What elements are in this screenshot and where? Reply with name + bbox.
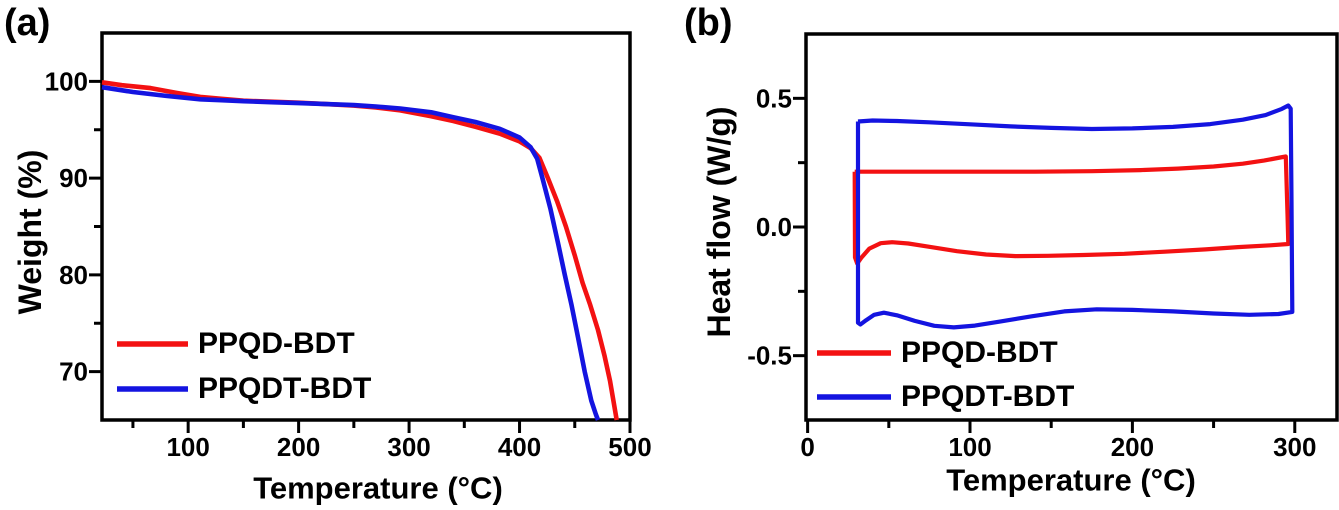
- panel-a-x-tick-label: 400: [498, 432, 541, 462]
- panel-b-series-line-ppqd-bdt: [852, 154, 1291, 266]
- panel-a-y-tick-label: 70: [59, 357, 88, 387]
- panel-a-series-line-ppqdt-bdt: [101, 84, 601, 421]
- panel-b-legend-label-ppqdt-bdt: PPQDT-BDT: [901, 380, 1075, 413]
- panel-a-y-tick-label: 90: [59, 163, 88, 193]
- panel-a-plot-frame: [100, 31, 632, 422]
- panel-a-x-tick-label: 300: [387, 432, 430, 462]
- panel-b-x-tick-label: 0: [800, 432, 814, 462]
- panel-a-x-axis-title: Temperature (°C): [253, 470, 503, 506]
- panel-b-x-tick-label: 100: [948, 432, 991, 462]
- panel-a-series-line-ppqd-bdt: [101, 80, 619, 421]
- panel-b-series-line-ppqdt-bdt: [855, 103, 1295, 330]
- panel-a-y-tick-label: 80: [59, 260, 88, 290]
- panel-b-y-axis-title: Heat flow (W/g): [701, 106, 737, 338]
- panel-b-label: (b): [684, 2, 733, 44]
- panel-a-y-axis-title: Weight (%): [12, 149, 48, 315]
- panel-a-legend-label-ppqd-bdt: PPQD-BDT: [198, 327, 355, 360]
- panel-b-x-tick-label: 300: [1273, 432, 1316, 462]
- panel-a-label: (a): [4, 2, 51, 44]
- panel-b-plot-frame: [804, 32, 1339, 422]
- panel-b-x-tick-label: 200: [1111, 432, 1154, 462]
- panel-a-x-tick-label: 500: [608, 432, 651, 462]
- panel-b-y-tick-label: -0.5: [747, 341, 792, 371]
- panel-a-x-tick-label: 100: [166, 432, 209, 462]
- panel-a-y-tick-label: 100: [45, 66, 88, 96]
- panel-a-x-tick-label: 200: [277, 432, 320, 462]
- panel-b-x-axis-title: Temperature (°C): [946, 462, 1196, 498]
- panel-a-legend-label-ppqdt-bdt: PPQDT-BDT: [198, 372, 372, 405]
- panel-b-y-tick-label: 0.5: [756, 83, 792, 113]
- panel-b-y-tick-label: 0.0: [756, 212, 792, 242]
- panel-b-legend-label-ppqd-bdt: PPQD-BDT: [901, 336, 1058, 369]
